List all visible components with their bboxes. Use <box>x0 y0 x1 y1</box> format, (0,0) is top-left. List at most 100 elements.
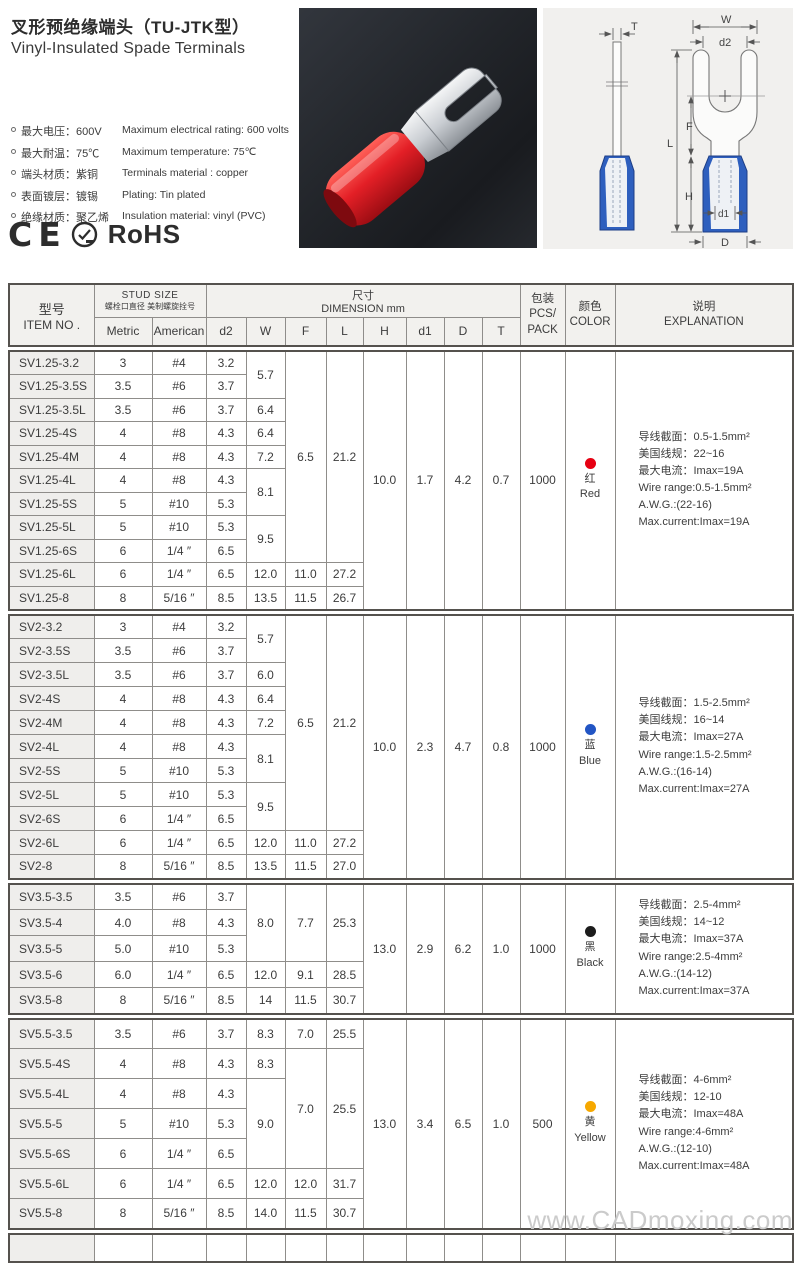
value-cell: 6 <box>93 538 153 563</box>
value-cell <box>245 1233 286 1262</box>
value-cell: 8.5 <box>205 854 247 879</box>
value-cell: 5 <box>93 782 153 807</box>
item-cell: SV5.5-4L <box>8 1078 95 1109</box>
item-cell: SV3.5-8 <box>8 987 95 1014</box>
value-cell: 4.2 <box>443 350 483 610</box>
value-cell: 5.7 <box>245 614 286 663</box>
item-cell: SV3.5-6 <box>8 961 95 988</box>
value-cell: 5 <box>93 491 153 516</box>
value-cell: 25.5 <box>325 1018 364 1049</box>
value-cell: 8.1 <box>245 734 286 783</box>
item-cell: SV2-8 <box>8 854 95 879</box>
value-cell: 6.5 <box>205 538 247 563</box>
pack-cell: 1000 <box>519 883 566 1014</box>
value-cell: 30.7 <box>325 1198 364 1229</box>
table-row: SV2-4M 4 #8 4.3 7.2 <box>8 710 793 735</box>
table-row: SV3.5-3.5 3.5 #6 3.7 8.0 7.7 25.3 13.0 2.9 6.2 1.0… <box>8 883 794 1014</box>
value-cell: 9.1 <box>284 961 327 988</box>
value-cell: 3.7 <box>205 883 247 910</box>
value-cell: 3.5 <box>93 397 153 422</box>
value-cell: 11.5 <box>284 1198 327 1229</box>
value-cell: 6.5 <box>284 614 327 831</box>
value-cell: 12.0 <box>245 562 286 587</box>
value-cell: 1/4 ″ <box>151 1138 207 1169</box>
color-cell: 黄 Yellow <box>564 1018 616 1229</box>
table-row: SV1.25-3.5S 3.5 #6 3.7 <box>8 374 793 399</box>
value-cell: 27.2 <box>325 830 364 855</box>
value-cell: 6 <box>93 830 153 855</box>
table-row: SV1.25-4L 4 #8 4.3 8.1 <box>8 468 793 516</box>
value-cell: 10.0 <box>362 614 407 879</box>
value-cell: 8.5 <box>205 585 247 610</box>
value-cell: 25.5 <box>325 1048 364 1169</box>
value-cell: 6.5 <box>205 961 247 988</box>
table-row: SV2-6S 6 1/4 ″ 6.5 <box>8 806 793 831</box>
value-cell: 9.5 <box>245 782 286 831</box>
value-cell: 3.7 <box>205 662 247 687</box>
item-cell: SV1.25-4M <box>8 444 95 469</box>
value-cell: #6 <box>151 397 207 422</box>
explanation-cell: 导线截面：2.5-4mm² 美国线规：14~12 最大电流：Imax=37A Wire… <box>614 883 794 1014</box>
value-cell: 3 <box>93 350 153 375</box>
value-cell: #8 <box>151 468 207 493</box>
value-cell <box>564 1233 616 1262</box>
value-cell: 9.0 <box>245 1078 286 1169</box>
table-row: SV2-4L 4 #8 4.3 8.1 <box>8 734 793 783</box>
col-head-d2: d2 <box>205 316 247 347</box>
value-cell: 3 <box>93 614 153 639</box>
bullet-icon <box>11 148 16 154</box>
product-photo <box>299 8 537 248</box>
value-cell: 3.5 <box>93 883 153 910</box>
table-row: SV5.5-3.5 3.5 #6 3.7 8.3 7.0 25.5 13.0 3.4 6.5 1.0… <box>8 1018 794 1229</box>
watermark: www.CADmoxing.com <box>527 1205 793 1235</box>
dim-label-F: F <box>686 121 693 133</box>
explanation-cell: 导线截面：0.5-1.5mm² 美国线规：22~16 最大电流：Imax=19A Wi… <box>614 350 794 610</box>
table-group-1: SV1.25-3.2 3 #4 3.2 5.7 6.5 21.2 10.0 1.7 4.2 0.7 1… <box>8 350 794 611</box>
table-row: SV5.5-6S 6 1/4 ″ 6.5 <box>8 1138 793 1169</box>
value-cell: 1/4 ″ <box>151 538 207 563</box>
table-row: SV5.5-4L 4 #8 4.3 9.0 <box>8 1078 793 1169</box>
value-cell: 26.7 <box>325 585 364 610</box>
value-cell: 12.0 <box>245 961 286 988</box>
value-cell: 4 <box>93 1078 153 1109</box>
spec-label-zh: 最大电压：600V <box>21 126 102 138</box>
table-header: 型号 ITEM NO . STUD SIZE 螺栓口直径 美制螺旋拴号 尺寸 DIME… <box>8 283 795 347</box>
table-row: SV2-3.5L 3.5 #6 3.7 6.0 <box>8 662 793 687</box>
dim-label-d2: d2 <box>719 37 731 49</box>
col-head-american: American <box>151 316 207 347</box>
table-row-partial <box>8 1233 794 1262</box>
color-cell: 红 Red <box>564 350 616 610</box>
value-cell <box>443 1233 483 1262</box>
value-cell <box>405 1233 445 1262</box>
value-cell: 5.7 <box>245 350 286 399</box>
value-cell: 9.5 <box>245 515 286 563</box>
value-cell: 6.5 <box>205 1138 247 1169</box>
value-cell: 5/16 ″ <box>151 854 207 879</box>
col-head-h: H <box>362 316 407 347</box>
value-cell: 5/16 ″ <box>151 1198 207 1229</box>
value-cell: 3.7 <box>205 374 247 399</box>
value-cell: 8 <box>93 854 153 879</box>
value-cell <box>284 1233 327 1262</box>
value-cell <box>481 1233 521 1262</box>
dimension-drawing: T W d2 L F <box>599 14 765 249</box>
value-cell: 4.7 <box>443 614 483 879</box>
col-head-metric: Metric <box>93 316 153 347</box>
spec-label-en: Plating: Tin plated <box>122 188 206 201</box>
table-row: SV1.25-8 8 5/16 ″ 8.5 13.5 11.5 26.7 <box>8 585 793 610</box>
value-cell <box>151 1233 207 1262</box>
value-cell: #4 <box>151 350 207 375</box>
value-cell: 8.0 <box>245 883 286 962</box>
item-cell: SV2-3.5L <box>8 662 95 687</box>
value-cell: 1/4 ″ <box>151 961 207 988</box>
value-cell: 30.7 <box>325 987 364 1014</box>
spec-label-en: Maximum temperature: 75℃ <box>122 145 257 158</box>
item-cell: SV5.5-3.5 <box>8 1018 95 1049</box>
col-head-explanation: 说明 EXPLANATION <box>614 283 794 347</box>
value-cell: 5 <box>93 515 153 540</box>
value-cell: 4.0 <box>93 909 153 936</box>
value-cell: 4.3 <box>205 909 247 936</box>
value-cell: #8 <box>151 421 207 446</box>
value-cell: 1/4 ″ <box>151 562 207 587</box>
table-row: SV1.25-4M 4 #8 4.3 7.2 <box>8 444 793 469</box>
